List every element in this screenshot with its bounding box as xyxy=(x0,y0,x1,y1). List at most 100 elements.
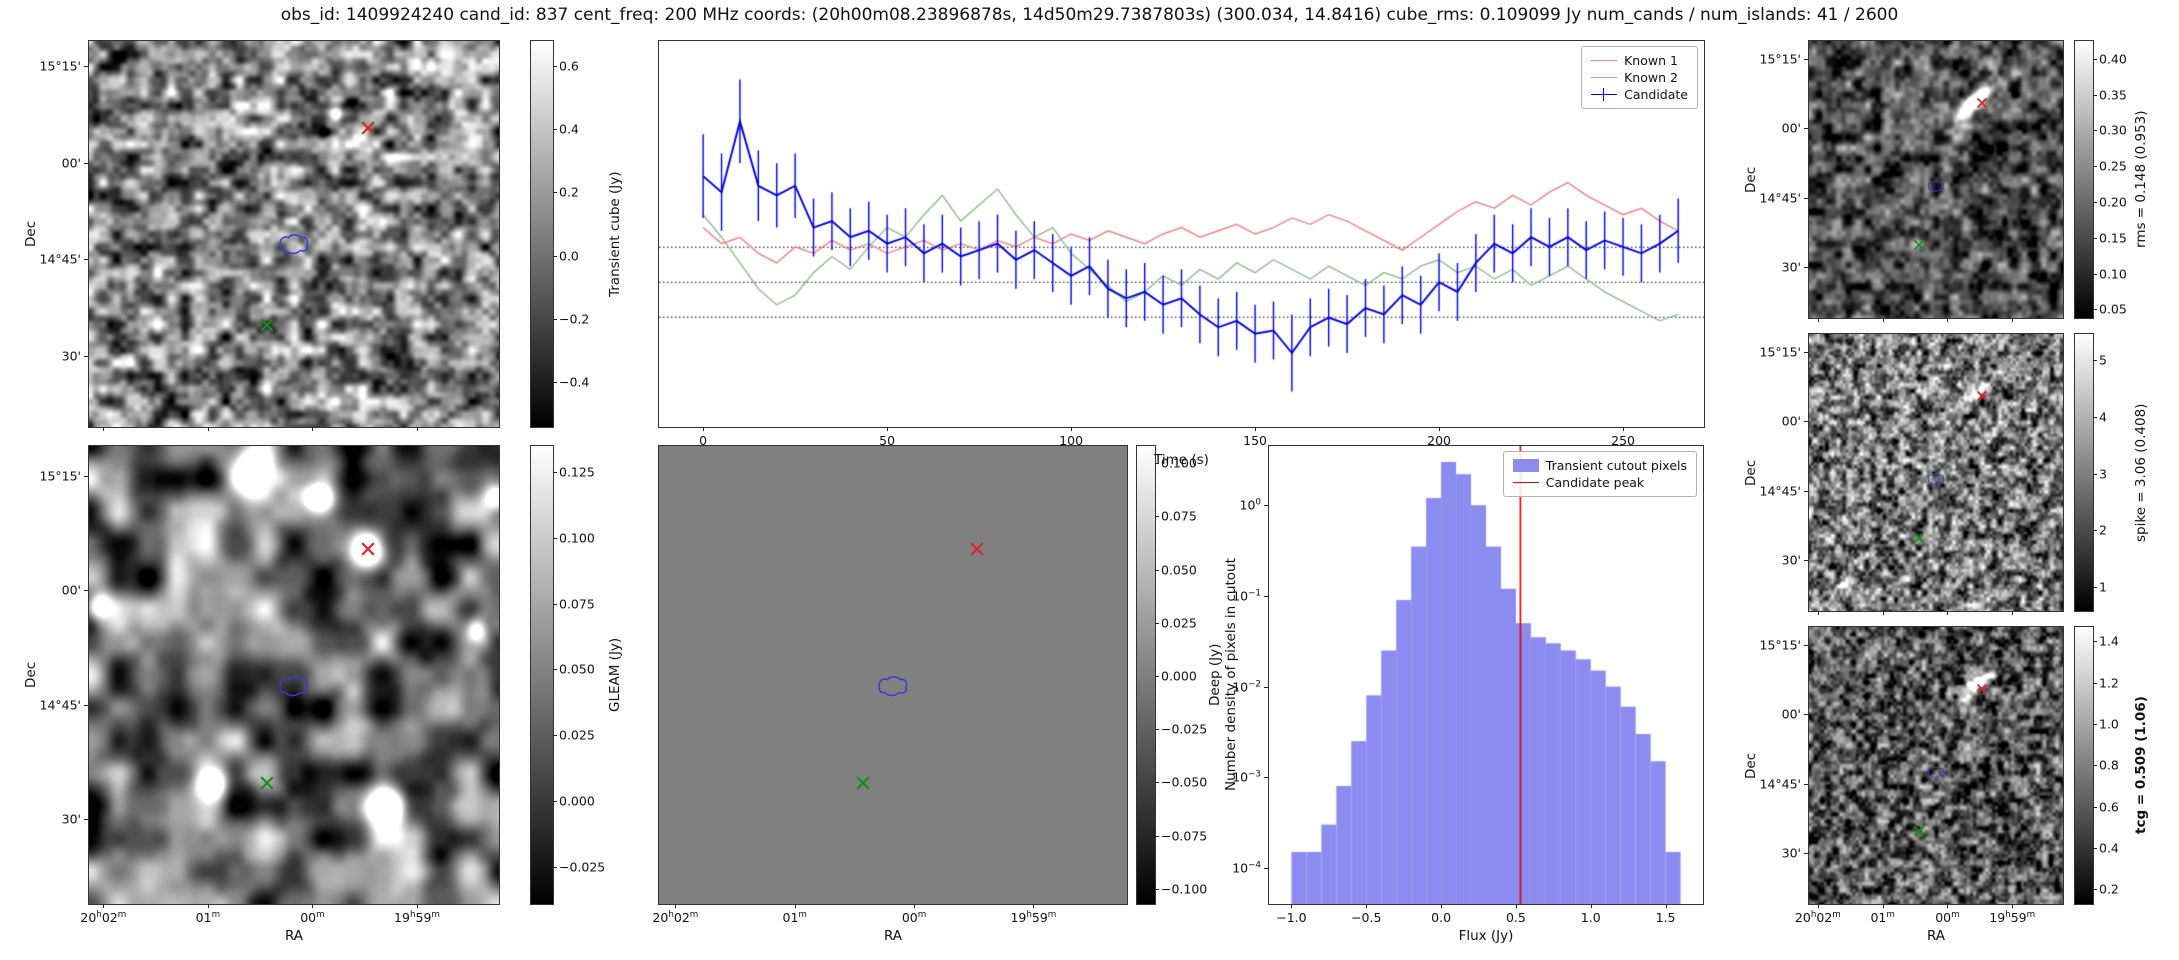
candidate-contour xyxy=(878,676,908,697)
dec-axis-label: Dec xyxy=(23,661,39,689)
tick-mark xyxy=(417,427,418,431)
dec-tick-label: 00' xyxy=(1781,120,1801,136)
tick-mark xyxy=(1817,611,1819,615)
colorbar-tick-label: 0.25 xyxy=(2099,158,2127,174)
colorbar-tick-label: 0.35 xyxy=(2099,87,2127,103)
known1-line-swatch xyxy=(1591,54,1618,67)
colorbar-tick-label: 0.075 xyxy=(1161,508,1197,524)
time-axis-label: Time (s) xyxy=(1154,452,1209,468)
candidate-contour xyxy=(1927,766,1944,779)
tick-mark xyxy=(553,800,557,802)
deep-cutout-panel: 20h02m 01m 00m 19h59m xyxy=(652,445,1128,925)
ra-tick-label: 00m xyxy=(300,910,325,926)
tick-mark xyxy=(1804,197,1808,199)
histogram-canvas xyxy=(1269,446,1703,904)
tick-mark xyxy=(2093,806,2097,808)
tick-mark xyxy=(2093,309,2097,311)
tick-mark xyxy=(2093,587,2097,589)
tick-mark xyxy=(553,381,557,383)
dec-tick-label: 14°45' xyxy=(1759,483,1802,498)
ra-tick-label: 01m xyxy=(782,910,807,926)
red-x-marker xyxy=(1976,684,1987,695)
tick-mark xyxy=(2093,166,2097,168)
colorbar-tick-label: −0.075 xyxy=(1161,828,1208,844)
tick-mark xyxy=(1264,505,1268,507)
tick-mark xyxy=(207,427,209,431)
green-x-marker xyxy=(1914,532,1925,543)
dec-tick-label: 00' xyxy=(61,582,81,598)
histogram-patch-swatch xyxy=(1512,459,1539,472)
rms-cutout-panel: 15°15' 00' 14°45' 30' xyxy=(1760,40,2064,322)
tick-mark xyxy=(2093,416,2097,418)
dec-tick-label: 15°15' xyxy=(1759,51,1802,67)
colorbar-tick-label: 0.100 xyxy=(1161,455,1197,471)
rms-image-canvas xyxy=(1809,41,2063,318)
dec-tick-label: 30' xyxy=(1781,552,1801,568)
density-tick-label: 10−3 xyxy=(1232,769,1261,785)
legend-label-known1: Known 1 xyxy=(1624,53,1678,68)
dec-tick-label: 14°45' xyxy=(39,251,82,267)
dec-tick-label: 30' xyxy=(1781,259,1801,275)
dec-tick-label: 15°15' xyxy=(39,58,82,74)
green-x-marker xyxy=(260,775,274,790)
flux-axis-label: Flux (Jy) xyxy=(1458,928,1514,944)
tick-mark xyxy=(1947,611,1949,615)
tick-mark xyxy=(1804,645,1808,646)
flux-tick-label: −1.0 xyxy=(1276,910,1307,925)
colorbar-tick-label: 5 xyxy=(2099,352,2107,368)
colorbar-tick-label: −0.2 xyxy=(559,311,590,327)
tick-mark xyxy=(417,904,418,908)
spike-colorbar-label: spike = 3.06 (0.408) xyxy=(2133,403,2149,542)
colorbar-tick-label: 0.2 xyxy=(2099,881,2119,897)
tick-mark xyxy=(1155,835,1159,837)
colorbar-tick-label: 0.10 xyxy=(2099,266,2127,281)
tick-mark xyxy=(2093,58,2097,60)
ra-tick-label: 20h02m xyxy=(652,910,699,926)
colorbar-tick-label: −0.100 xyxy=(1161,881,1208,897)
tick-mark xyxy=(1623,427,1625,431)
gleam-colorbar-label: GLEAM (Jy) xyxy=(607,637,623,713)
spike-cutout-panel: 15°15' 00' 14°45' 30' xyxy=(1760,333,2064,615)
colorbar-tick-label: 1 xyxy=(2099,579,2107,595)
tick-mark xyxy=(675,904,677,908)
colorbar-tick-label: 0.15 xyxy=(2099,230,2127,246)
tcg-image-canvas xyxy=(1809,627,2063,904)
colorbar-tick-label: 0.2 xyxy=(559,184,579,200)
green-x-marker xyxy=(1914,825,1925,836)
ra-tick-label: 20h02m xyxy=(80,910,127,926)
tick-mark xyxy=(84,66,88,68)
tick-mark xyxy=(553,669,557,671)
tick-mark xyxy=(84,259,88,261)
density-tick-label: 10−1 xyxy=(1232,588,1261,604)
time-tick-label: 100 xyxy=(1059,433,1084,448)
dec-tick-label: 14°45' xyxy=(1759,190,1802,205)
tick-mark xyxy=(2093,889,2097,891)
lightcurve-legend: Known 1 Known 2 Candidate xyxy=(1581,46,1698,109)
dec-tick-label: 30' xyxy=(61,348,81,364)
tick-mark xyxy=(2093,201,2097,203)
density-tick-label: 100 xyxy=(1239,497,1261,513)
time-tick-label: 200 xyxy=(1427,433,1451,448)
tick-mark xyxy=(1882,904,1884,908)
time-tick-label: 0 xyxy=(699,433,708,448)
tick-mark xyxy=(2093,765,2097,767)
tick-mark xyxy=(84,590,88,592)
tick-mark xyxy=(1804,59,1808,60)
tick-mark xyxy=(1804,352,1808,353)
legend-item-known1: Known 1 xyxy=(1591,53,1688,68)
time-tick-label: 50 xyxy=(879,433,896,448)
tick-mark xyxy=(1817,904,1819,908)
candidate-peak-line-swatch xyxy=(1512,476,1539,489)
tick-mark xyxy=(103,427,105,431)
tick-mark xyxy=(2012,904,2014,908)
green-x-marker xyxy=(260,318,274,332)
candidate-line-swatch xyxy=(1591,88,1618,101)
tick-mark xyxy=(553,735,557,737)
tick-mark xyxy=(1804,852,1808,854)
candidate-contour xyxy=(1927,473,1944,486)
colorbar-tick-label: 0.4 xyxy=(559,121,579,137)
colorbar-tick-label: −0.050 xyxy=(1161,774,1208,790)
tick-mark xyxy=(553,603,557,605)
tick-mark xyxy=(1804,559,1808,561)
tick-mark xyxy=(84,162,88,164)
